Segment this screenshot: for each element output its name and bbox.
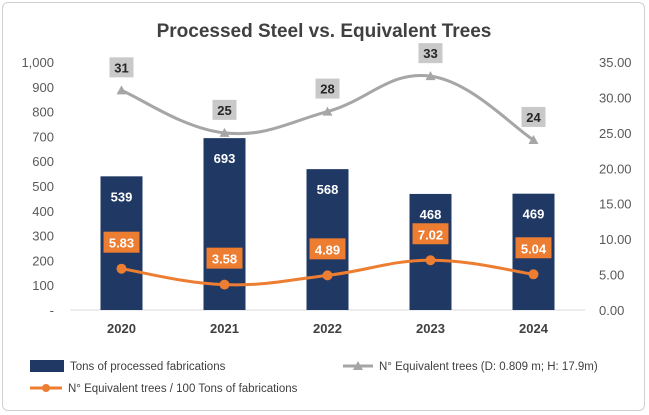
- trees-per-100-tons-data-label: 5.04: [521, 241, 547, 256]
- right-axis-tick-label: 30.00: [599, 90, 632, 105]
- trees-per-100-tons-data-label: 7.02: [418, 227, 443, 242]
- bar-data-label: 468: [420, 207, 442, 222]
- trees-label-box: [315, 78, 340, 99]
- left-axis-tick-label: 1,000: [21, 55, 54, 70]
- left-axis-tick-label: 500: [32, 179, 54, 194]
- legend-bar-swatch: [30, 360, 64, 372]
- legend-trees-per-100-tons-label: N° Equivalent trees / 100 Tons of fabric…: [68, 383, 298, 395]
- left-axis-tick-label: 100: [32, 278, 54, 293]
- trees-data-label: 24: [526, 110, 541, 125]
- bar-data-label: 469: [523, 207, 545, 222]
- trees-per-100-tons-label-box: [103, 231, 140, 253]
- trees-series-marker: [322, 106, 333, 116]
- left-axis-tick-label: -: [50, 303, 54, 318]
- left-axis-tick-label: 600: [32, 154, 54, 169]
- trees-per-100-tons-label-box: [309, 238, 346, 260]
- trees-per-100-tons-marker: [425, 255, 436, 266]
- trees-series-marker: [116, 85, 127, 95]
- legend-bar-label: Tons of processed fabrications: [70, 361, 226, 373]
- chart-title: Processed Steel vs. Equivalent Trees: [157, 21, 492, 42]
- legend-trees-marker: [353, 361, 363, 370]
- trees-per-100-tons-label-box: [206, 247, 243, 269]
- bar-data-label: 568: [317, 182, 339, 197]
- left-axis-tick-label: 900: [32, 80, 54, 95]
- trees-per-100-tons-data-label: 4.89: [315, 242, 340, 257]
- right-axis-tick-label: 35.00: [599, 55, 632, 70]
- trees-per-100-tons-data-label: 3.58: [212, 252, 237, 267]
- x-axis-tick-label: 2022: [313, 321, 342, 336]
- left-axis-tick-label: 200: [32, 253, 54, 268]
- trees-label-box: [212, 99, 237, 120]
- trees-series-marker: [425, 71, 436, 81]
- bar-data-label: 693: [214, 151, 236, 166]
- x-axis-tick-label: 2023: [416, 321, 445, 336]
- trees-label-box: [109, 57, 134, 78]
- right-axis-tick-label: 25.00: [599, 126, 632, 141]
- left-axis-tick-label: 700: [32, 129, 54, 144]
- trees-per-100-tons-data-label: 5.83: [109, 236, 134, 251]
- x-axis-tick-label: 2020: [107, 321, 136, 336]
- legend-trees-label: N° Equivalent trees (D: 0.809 m; H: 17.9…: [379, 361, 598, 373]
- right-axis-tick-label: 15.00: [599, 197, 632, 212]
- trees-label-box: [418, 43, 443, 64]
- trees-data-label: 31: [114, 60, 128, 75]
- x-axis-tick-label: 2021: [210, 321, 239, 336]
- trees-per-100-tons-label-box: [515, 237, 552, 259]
- legend-trees-per-100-tons-marker: [42, 384, 50, 392]
- trees-per-100-tons-marker: [322, 270, 333, 281]
- left-axis-tick-label: 400: [32, 204, 54, 219]
- trees-data-label: 28: [320, 82, 334, 97]
- right-axis-tick-label: 20.00: [599, 161, 632, 176]
- left-axis-tick-label: 300: [32, 229, 54, 244]
- bar: [409, 193, 452, 310]
- trees-label-box: [521, 106, 546, 127]
- trees-series-marker: [528, 134, 539, 144]
- bar-data-label: 539: [111, 189, 133, 204]
- x-axis-tick-label: 2024: [519, 321, 549, 336]
- right-axis-tick-label: 10.00: [599, 232, 632, 247]
- right-axis-tick-label: 0.00: [599, 303, 624, 318]
- trees-per-100-tons-marker: [528, 269, 539, 280]
- trees-data-label: 33: [423, 46, 437, 61]
- right-axis-tick-label: 5.00: [599, 268, 624, 283]
- trees-per-100-tons-marker: [116, 263, 127, 274]
- left-axis-tick-label: 800: [32, 105, 54, 120]
- trees-data-label: 25: [217, 103, 231, 118]
- trees-series-marker: [219, 127, 230, 137]
- trees-per-100-tons-label-box: [412, 223, 449, 245]
- trees-per-100-tons-marker: [219, 279, 230, 290]
